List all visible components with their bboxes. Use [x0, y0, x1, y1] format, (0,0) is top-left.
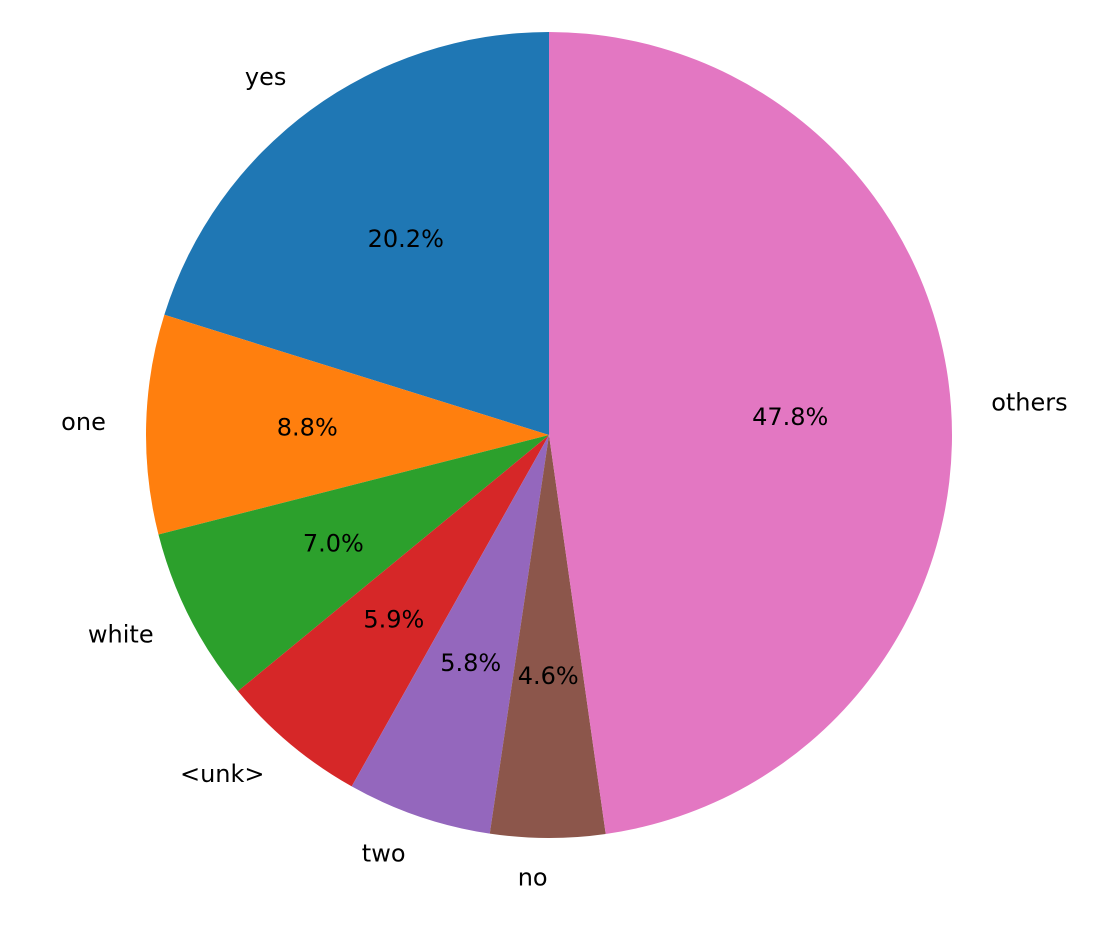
slice-label: two: [362, 839, 406, 867]
slice-label: one: [61, 408, 106, 436]
pie-slice: [158, 435, 550, 692]
slice-label: yes: [245, 63, 286, 91]
slice-label: no: [518, 863, 548, 891]
percent-label: 5.8%: [440, 649, 501, 677]
slice-label: others: [991, 389, 1067, 417]
pie-slice: [351, 435, 549, 834]
slice-label: <unk>: [180, 760, 265, 788]
pie-slice: [145, 314, 549, 535]
percent-label: 5.9%: [363, 605, 424, 633]
percent-label: 4.6%: [518, 662, 579, 690]
pie-slice: [164, 32, 549, 435]
slice-label: white: [88, 620, 154, 648]
pie-slice: [237, 435, 549, 787]
pie-slice: [549, 32, 953, 834]
percent-label: 20.2%: [368, 225, 444, 253]
percent-label: 47.8%: [752, 403, 828, 431]
pie-slice: [489, 435, 606, 838]
percent-label: 8.8%: [277, 414, 338, 442]
percent-label: 7.0%: [303, 529, 364, 557]
